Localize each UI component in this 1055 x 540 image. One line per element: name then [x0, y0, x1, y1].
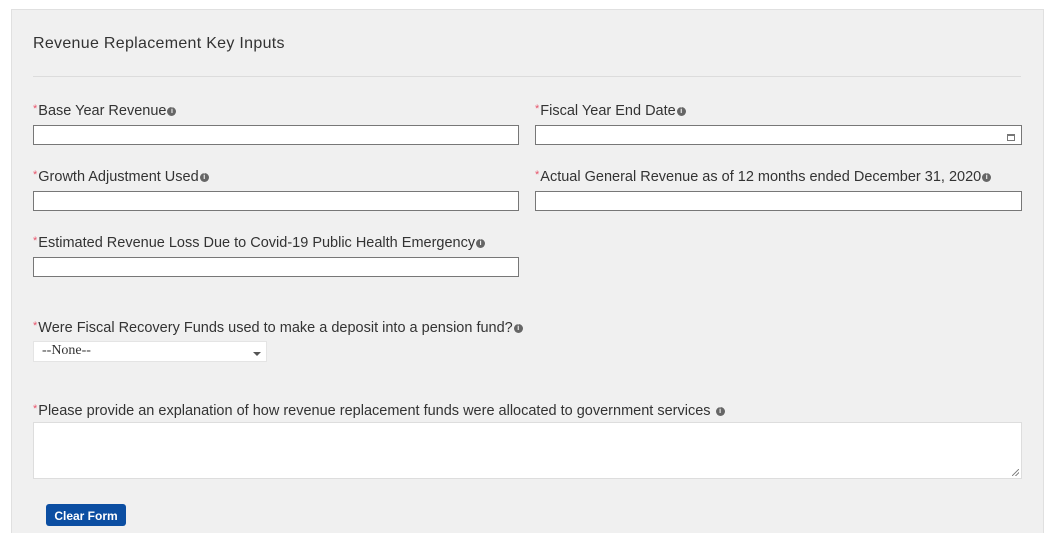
info-icon[interactable]: i	[513, 323, 523, 333]
resize-handle-icon[interactable]	[1012, 469, 1019, 476]
required-marker: *	[33, 169, 38, 181]
info-icon[interactable]: i	[167, 106, 177, 116]
label-text: Actual General Revenue as of 12 months e…	[540, 169, 982, 185]
pension-fund-select[interactable]: --None--	[33, 341, 267, 362]
label-text: Growth Adjustment Used	[38, 169, 199, 185]
actual-general-revenue-label: *Actual General Revenue as of 12 months …	[535, 169, 992, 185]
clear-form-button[interactable]: Clear Form	[46, 504, 126, 526]
info-icon[interactable]: i	[715, 406, 725, 416]
label-text: Please provide an explanation of how rev…	[38, 403, 711, 419]
label-text: Estimated Revenue Loss Due to Covid-19 P…	[38, 235, 476, 251]
estimated-revenue-loss-label: *Estimated Revenue Loss Due to Covid-19 …	[33, 235, 486, 251]
chevron-down-icon	[253, 352, 261, 356]
revenue-replacement-panel: Revenue Replacement Key Inputs *Base Yea…	[11, 9, 1044, 533]
selected-value: --None--	[42, 343, 91, 358]
info-icon[interactable]: i	[476, 238, 486, 248]
label-text: Fiscal Year End Date	[540, 103, 676, 119]
required-marker: *	[33, 235, 38, 247]
required-marker: *	[535, 169, 540, 181]
base-year-revenue-input[interactable]	[33, 125, 519, 145]
info-icon[interactable]: i	[982, 172, 992, 182]
estimated-revenue-loss-input[interactable]	[33, 257, 519, 277]
required-marker: *	[33, 403, 38, 415]
fiscal-year-end-date-label: *Fiscal Year End Date i	[535, 103, 686, 119]
fiscal-year-end-date-input[interactable]	[535, 125, 1022, 145]
divider	[33, 76, 1021, 77]
required-marker: *	[33, 320, 38, 332]
actual-general-revenue-input[interactable]	[535, 191, 1022, 211]
explanation-textarea[interactable]	[33, 422, 1022, 479]
section-title: Revenue Replacement Key Inputs	[33, 35, 285, 52]
info-icon[interactable]: i	[199, 172, 209, 182]
label-text: Base Year Revenue	[38, 103, 167, 119]
info-icon[interactable]: i	[676, 106, 686, 116]
calendar-icon[interactable]	[1007, 134, 1015, 141]
required-marker: *	[33, 103, 38, 115]
base-year-revenue-label: *Base Year Revenue i	[33, 103, 177, 119]
growth-adjustment-label: *Growth Adjustment Used i	[33, 169, 209, 185]
label-text: Were Fiscal Recovery Funds used to make …	[38, 320, 513, 336]
growth-adjustment-input[interactable]	[33, 191, 519, 211]
required-marker: *	[535, 103, 540, 115]
pension-fund-label: *Were Fiscal Recovery Funds used to make…	[33, 320, 523, 336]
explanation-label: *Please provide an explanation of how re…	[33, 403, 725, 419]
